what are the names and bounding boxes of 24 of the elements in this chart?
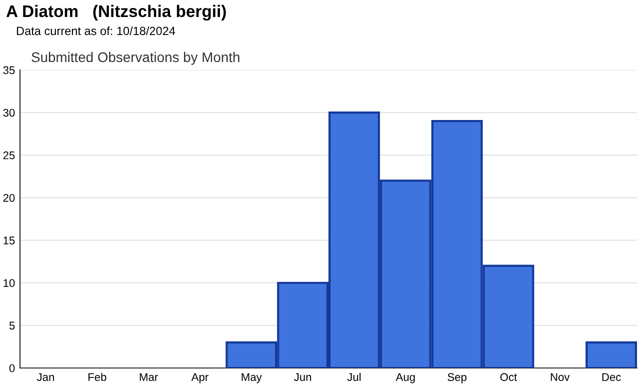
y-tick-label: 0 — [9, 364, 15, 372]
y-tick-label: 20 — [3, 194, 15, 202]
y-tick-label: 25 — [3, 151, 15, 160]
x-tick-label: Jul — [347, 372, 361, 382]
y-tick-label: 30 — [3, 108, 15, 117]
x-tick-label: Aug — [396, 373, 415, 384]
text: Submitted Observations by Month — [32, 52, 240, 65]
x-tick-label: Apr — [191, 373, 208, 384]
x-tick-label: Jan — [36, 373, 54, 382]
y-tick-label: 15 — [4, 236, 15, 244]
chart-subtitle: Data current as of: 10/18/2024 — [16, 26, 176, 36]
y-tick-label: 35 — [3, 66, 15, 74]
x-tick-label: Sep — [448, 373, 466, 384]
x-tick-label: Feb — [88, 372, 106, 382]
x-tick-label: May — [242, 373, 262, 384]
x-tick-label: Nov — [550, 373, 570, 382]
x-tick-label: Mar — [140, 373, 158, 382]
x-tick-label: Jun — [294, 373, 312, 382]
chart-title: A Diatom (Nitzschia bergii) — [6, 4, 226, 21]
y-tick-label: 5 — [9, 322, 15, 330]
x-tick-label: Oct — [500, 373, 518, 382]
x-tick-label: Dec — [602, 373, 621, 382]
y-tick-label: 10 — [4, 279, 15, 287]
bar — [586, 341, 637, 368]
